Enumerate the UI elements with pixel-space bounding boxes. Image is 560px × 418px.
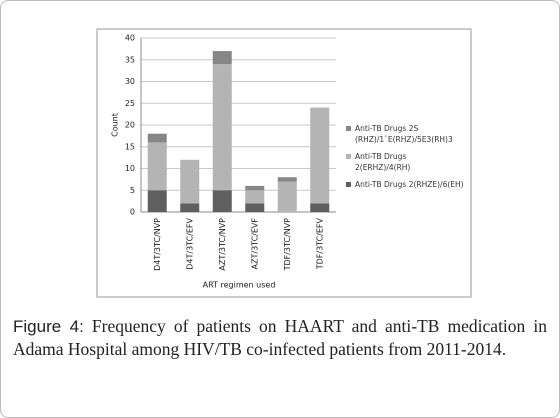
legend-label: Anti-TB Drugs 2(RHZE)/6(EH) xyxy=(355,180,464,189)
x-tick-label: AZT/3TC/NVP xyxy=(218,218,227,271)
x-tick-label: D4T/3TC/EFV xyxy=(185,217,194,269)
y-tick-label: 35 xyxy=(125,55,135,64)
bar-segment xyxy=(212,64,232,191)
legend-label: Anti-TB Drugs 2(ERHZ)/4(RH) xyxy=(355,152,411,172)
y-tick-label: 15 xyxy=(125,142,135,151)
bar-segment xyxy=(277,177,297,182)
bar-segment xyxy=(310,203,330,212)
y-tick-label: 0 xyxy=(130,208,135,217)
caption-text: Frequency of patients on HAART and anti-… xyxy=(13,316,547,359)
bar-segment xyxy=(310,107,330,204)
x-tick-label: TDF/3TC/EFV xyxy=(315,217,324,270)
legend-label: Anti-TB Drugs 2S (RHZ)/1`E(RHZ)/5E3(RH)3 xyxy=(355,124,453,144)
legend-swatch xyxy=(346,182,351,187)
legend: Anti-TB Drugs 2S (RHZ)/1`E(RHZ)/5E3(RH)3… xyxy=(346,123,464,196)
legend-entry: Anti-TB Drugs 2(RHZE)/6(EH) xyxy=(346,179,464,190)
bar-segment xyxy=(147,133,167,143)
bar-segment xyxy=(147,190,167,212)
bar-segment xyxy=(245,185,265,191)
chart: Count ART regimen used 0 5 10 15 20 25 30 35 40 D… xyxy=(96,28,472,298)
bar-segment xyxy=(245,190,265,204)
bar-segment xyxy=(180,159,200,204)
y-tick-label: 5 xyxy=(130,186,135,195)
bar-segment xyxy=(180,203,200,212)
bar-segment xyxy=(147,142,167,191)
bar-segment xyxy=(212,51,232,65)
legend-swatch xyxy=(346,126,351,131)
x-tick-label: AZT/3TC/EVF xyxy=(250,218,259,270)
bar-segment xyxy=(277,181,297,212)
legend-entry: Anti-TB Drugs 2(ERHZ)/4(RH) xyxy=(346,151,464,173)
y-tick-label: 20 xyxy=(125,121,135,130)
legend-entry: Anti-TB Drugs 2S (RHZ)/1`E(RHZ)/5E3(RH)3 xyxy=(346,123,464,145)
y-tick-label: 25 xyxy=(125,99,135,108)
bar-segment xyxy=(212,190,232,212)
x-axis-title: ART regimen used xyxy=(203,281,276,290)
y-tick-label: 40 xyxy=(125,34,135,43)
y-tick-label: 30 xyxy=(125,77,135,86)
y-axis-title: Count xyxy=(111,113,120,137)
x-tick-label: TDF/3TC/NVP xyxy=(283,218,292,272)
caption: Figure 4: Frequency of patients on HAART… xyxy=(13,315,547,360)
x-tick-label: D4T/3TC/NVP xyxy=(153,218,162,271)
figure-label: Figure 4: xyxy=(13,317,84,336)
legend-swatch xyxy=(346,154,351,159)
y-tick-label: 10 xyxy=(125,164,135,173)
bar-segment xyxy=(245,203,265,212)
